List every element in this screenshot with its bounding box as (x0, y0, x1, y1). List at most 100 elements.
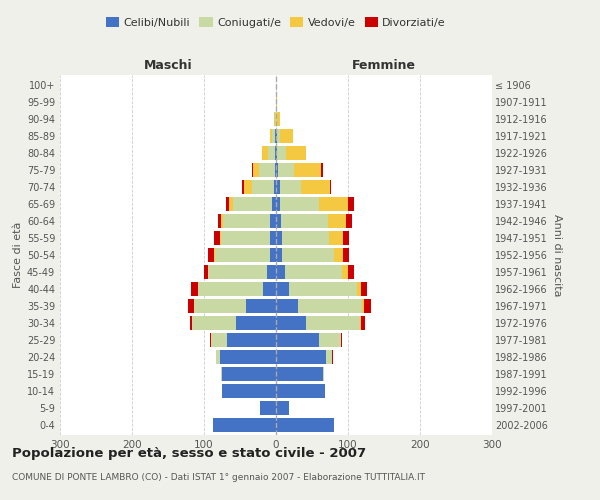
Bar (276, 112, 277, 126)
Bar (268, 146, 275, 160)
Bar (244, 180, 252, 194)
Bar (220, 231, 221, 245)
Y-axis label: Fasce di età: Fasce di età (13, 222, 23, 288)
Bar (342, 265, 348, 279)
Bar (280, 197, 319, 211)
Bar (270, 231, 276, 245)
Legend: Celibi/Nubili, Coniugati/e, Vedovi/e, Divorziati/e: Celibi/Nubili, Coniugati/e, Vedovi/e, Di… (101, 13, 451, 32)
Bar (276, 316, 306, 330)
Bar (329, 231, 343, 245)
Bar (277, 112, 280, 126)
Bar (262, 146, 268, 160)
Bar (276, 333, 319, 347)
Bar (198, 282, 263, 296)
Bar (276, 197, 280, 211)
Bar (328, 214, 346, 228)
Bar (358, 282, 361, 296)
Bar (208, 265, 268, 279)
Bar (236, 316, 276, 330)
Bar (276, 350, 326, 364)
Bar (275, 112, 276, 126)
Bar (246, 299, 276, 313)
Text: Femmine: Femmine (352, 58, 416, 71)
Bar (215, 350, 216, 364)
Bar (283, 248, 334, 262)
Bar (276, 282, 289, 296)
Bar (319, 197, 348, 211)
Bar (276, 146, 277, 160)
Bar (215, 248, 269, 262)
Bar (252, 180, 274, 194)
Bar (269, 248, 276, 262)
Bar (275, 129, 276, 143)
Bar (218, 214, 221, 228)
Bar (348, 197, 354, 211)
Bar (268, 265, 276, 279)
Bar (277, 146, 286, 160)
Bar (341, 333, 342, 347)
Bar (280, 180, 301, 194)
Bar (348, 265, 354, 279)
Bar (278, 163, 294, 177)
Bar (281, 214, 328, 228)
Bar (272, 197, 276, 211)
Bar (301, 180, 330, 194)
Y-axis label: Anni di nascita: Anni di nascita (552, 214, 562, 296)
Bar (276, 418, 334, 432)
Bar (276, 231, 282, 245)
Bar (282, 231, 329, 245)
Bar (276, 180, 280, 194)
Bar (210, 333, 211, 347)
Bar (276, 401, 289, 415)
Bar (276, 248, 283, 262)
Bar (211, 333, 227, 347)
Bar (221, 231, 270, 245)
Text: COMUNE DI PONTE LAMBRO (CO) - Dati ISTAT 1° gennaio 2007 - Elaborazione TUTTITAL: COMUNE DI PONTE LAMBRO (CO) - Dati ISTAT… (12, 472, 425, 482)
Bar (222, 367, 276, 381)
Bar (323, 367, 324, 381)
Bar (326, 350, 332, 364)
Bar (276, 214, 281, 228)
Bar (334, 248, 343, 262)
Bar (204, 265, 208, 279)
Bar (212, 418, 276, 432)
Bar (227, 333, 276, 347)
Bar (223, 214, 270, 228)
Bar (330, 180, 331, 194)
Bar (332, 350, 333, 364)
Bar (276, 367, 323, 381)
Bar (270, 214, 276, 228)
Bar (276, 95, 277, 109)
Bar (361, 282, 367, 296)
Bar (276, 265, 284, 279)
Bar (360, 316, 361, 330)
Bar (220, 350, 276, 364)
Bar (194, 299, 246, 313)
Bar (252, 163, 253, 177)
Bar (192, 316, 236, 330)
Bar (259, 163, 275, 177)
Bar (263, 282, 276, 296)
Bar (322, 163, 323, 177)
Bar (362, 299, 364, 313)
Bar (361, 316, 365, 330)
Bar (343, 231, 349, 245)
Bar (253, 163, 259, 177)
Bar (188, 299, 194, 313)
Bar (214, 231, 220, 245)
Bar (275, 163, 276, 177)
Bar (260, 401, 276, 415)
Bar (216, 350, 220, 364)
Bar (276, 299, 298, 313)
Bar (242, 180, 244, 194)
Bar (294, 163, 322, 177)
Bar (364, 299, 371, 313)
Bar (284, 265, 342, 279)
Bar (233, 197, 272, 211)
Bar (270, 129, 272, 143)
Text: Popolazione per età, sesso e stato civile - 2007: Popolazione per età, sesso e stato civil… (12, 448, 366, 460)
Text: Maschi: Maschi (143, 58, 193, 71)
Bar (286, 146, 306, 160)
Bar (298, 299, 362, 313)
Bar (214, 248, 215, 262)
